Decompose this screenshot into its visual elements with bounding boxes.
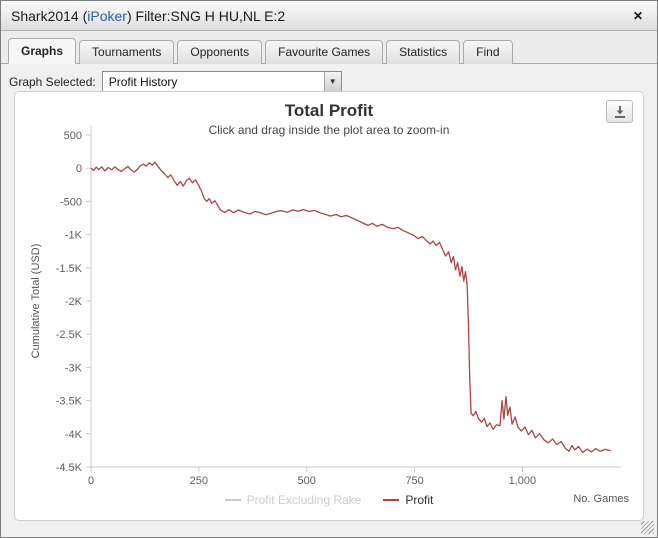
close-icon: ✕ (632, 8, 643, 23)
chart-subtitle: Click and drag inside the plot area to z… (208, 123, 450, 137)
title-bar: Shark2014 (iPoker) Filter:SNG H HU,NL E:… (1, 1, 657, 31)
chart-panel: 500 0 -500 -1K -1.5K -2K -2.5K -3K -3.5K -4K -4.5K… (14, 91, 644, 521)
legend-label: Profit Excluding Rake (246, 493, 362, 507)
svg-text:-4.5K: -4.5K (56, 462, 83, 474)
chart-svg[interactable]: 500 0 -500 -1K -1.5K -2K -2.5K -3K -3.5K -4K -4.5K… (15, 92, 643, 520)
tab-label: Tournaments (92, 45, 162, 59)
tab-opponents[interactable]: Opponents (177, 40, 263, 64)
svg-text:-1K: -1K (65, 230, 83, 242)
svg-text:-4K: -4K (65, 429, 83, 441)
svg-text:0: 0 (76, 163, 82, 175)
svg-text:1,000: 1,000 (509, 475, 537, 487)
chevron-down-icon: ▼ (323, 72, 341, 91)
svg-text:-2K: -2K (65, 296, 83, 308)
tab-label: Favourite Games (278, 45, 371, 59)
svg-text:-3K: -3K (65, 362, 83, 374)
tab-graphs[interactable]: Graphs (8, 38, 77, 64)
legend-label: Profit (405, 493, 434, 507)
window-title-prefix: Shark2014 ( (11, 7, 88, 24)
window-title-suffix: ) Filter:SNG H HU,NL E:2 (126, 7, 286, 24)
tab-label: Opponents (190, 45, 250, 59)
tab-label: Find (476, 45, 500, 59)
chart-legend: Profit Excluding Rake Profit (15, 493, 643, 507)
download-icon (614, 105, 625, 118)
svg-text:-3.5K: -3.5K (56, 396, 83, 408)
graph-select-dropdown[interactable]: Profit History ▼ (101, 71, 342, 92)
chart-title: Total Profit (284, 101, 374, 120)
svg-text:Cumulative Total (USD): Cumulative Total (USD) (30, 244, 42, 359)
tab-label: Graphs (21, 44, 64, 58)
svg-text:250: 250 (190, 475, 208, 487)
tab-favourite-games[interactable]: Favourite Games (265, 40, 384, 64)
graph-select-value: Profit History (108, 74, 178, 89)
tab-bar: Graphs Tournaments Opponents Favourite G… (1, 31, 657, 64)
svg-text:0: 0 (88, 475, 94, 487)
close-button[interactable]: ✕ (629, 8, 647, 24)
svg-text:-1.5K: -1.5K (56, 263, 83, 275)
window-title: Shark2014 (iPoker) Filter:SNG H HU,NL E:… (11, 8, 285, 24)
svg-text:500: 500 (298, 475, 316, 487)
legend-item-profit-excluding-rake[interactable]: Profit Excluding Rake (224, 493, 362, 507)
tab-label: Statistics (399, 45, 448, 59)
window-title-brand: iPoker (87, 7, 127, 24)
svg-text:750: 750 (405, 475, 423, 487)
resize-handle[interactable] (641, 521, 654, 534)
x-axis-unit-label: No. Games (573, 493, 629, 505)
download-chart-button[interactable] (606, 100, 633, 123)
tab-statistics[interactable]: Statistics (386, 40, 461, 64)
svg-text:-500: -500 (60, 196, 82, 208)
legend-item-profit[interactable]: Profit (383, 493, 433, 507)
legend-line-icon (383, 499, 400, 501)
svg-text:500: 500 (64, 130, 82, 142)
graph-selector-label: Graph Selected: (9, 74, 96, 89)
tab-find[interactable]: Find (463, 40, 513, 64)
svg-text:-2.5K: -2.5K (56, 329, 83, 341)
tab-tournaments[interactable]: Tournaments (79, 40, 175, 64)
legend-line-icon (224, 499, 241, 501)
